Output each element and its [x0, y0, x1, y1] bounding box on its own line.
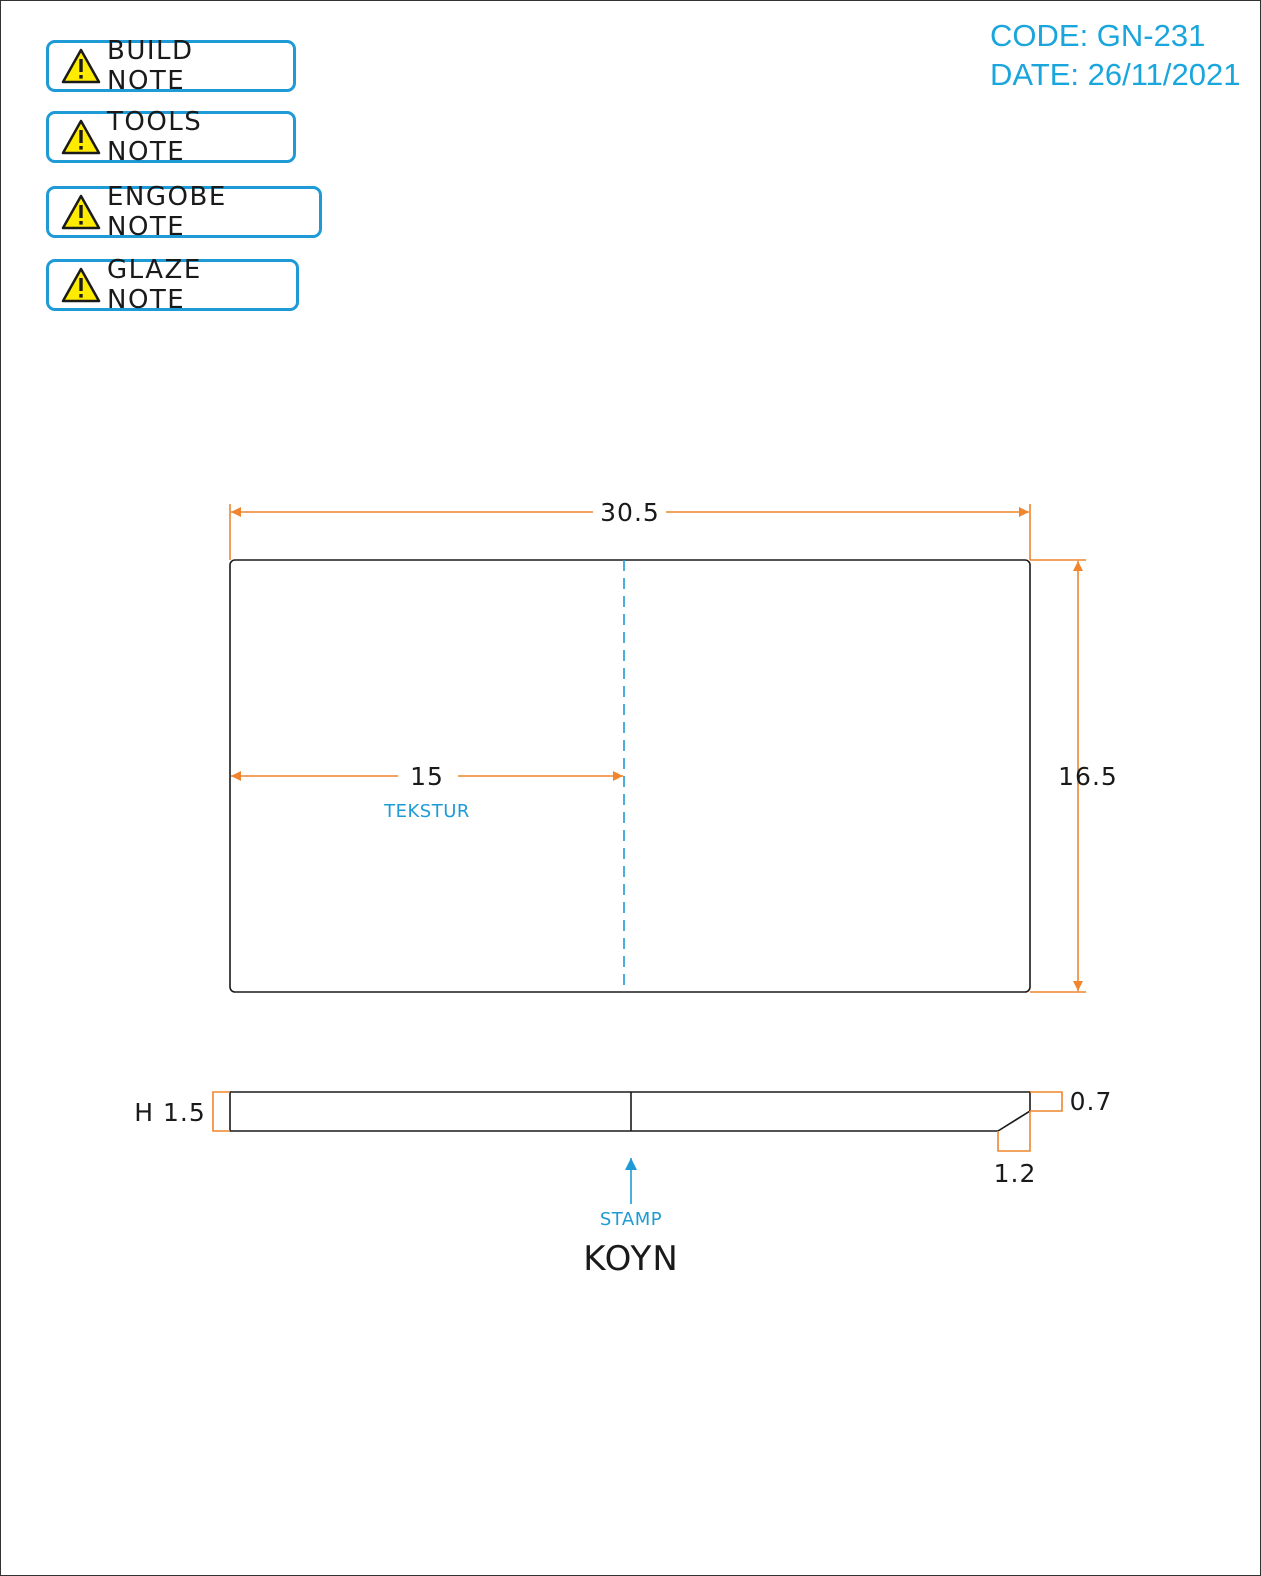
texture-label: TEKSTUR — [383, 801, 470, 822]
engobe-note-button[interactable]: ENGOBE NOTE — [46, 182, 322, 242]
height-dimension-label: 16.5 — [1058, 762, 1118, 791]
stamp-label: STAMP — [600, 1209, 662, 1230]
edge-bracket — [1030, 1091, 1063, 1112]
width-dimension-label: 30.5 — [600, 498, 660, 527]
tile-top-view — [229, 559, 1031, 993]
edge-dimension-label: 0.7 — [1070, 1087, 1113, 1116]
glaze-note-label: GLAZE NOTE — [107, 255, 202, 315]
tools-note-label: TOOLS NOTE — [107, 107, 203, 167]
warning-icon — [61, 48, 101, 84]
drawing-date: DATE: 26/11/2021 — [990, 57, 1241, 92]
warning-icon — [61, 267, 101, 303]
build-note-button[interactable]: BUILD NOTE — [46, 36, 296, 96]
product-code: CODE: GN-231 — [990, 18, 1206, 53]
tile-side-view — [229, 1091, 1031, 1132]
tools-note-button[interactable]: TOOLS NOTE — [46, 107, 296, 167]
engobe-note-label: ENGOBE NOTE — [107, 182, 227, 242]
chamfer-dimension-label: 1.2 — [994, 1159, 1037, 1188]
warning-icon — [61, 119, 101, 155]
chamfer-bracket — [997, 1111, 1031, 1152]
warning-icon — [61, 194, 101, 230]
stamp-text: KOYN — [583, 1239, 679, 1279]
build-note-label: BUILD NOTE — [107, 36, 194, 96]
thickness-dimension-label: H 1.5 — [134, 1098, 206, 1127]
thickness-bracket — [212, 1091, 230, 1132]
glaze-note-button[interactable]: GLAZE NOTE — [46, 255, 299, 315]
texture-dimension-label: 15 — [410, 762, 444, 791]
